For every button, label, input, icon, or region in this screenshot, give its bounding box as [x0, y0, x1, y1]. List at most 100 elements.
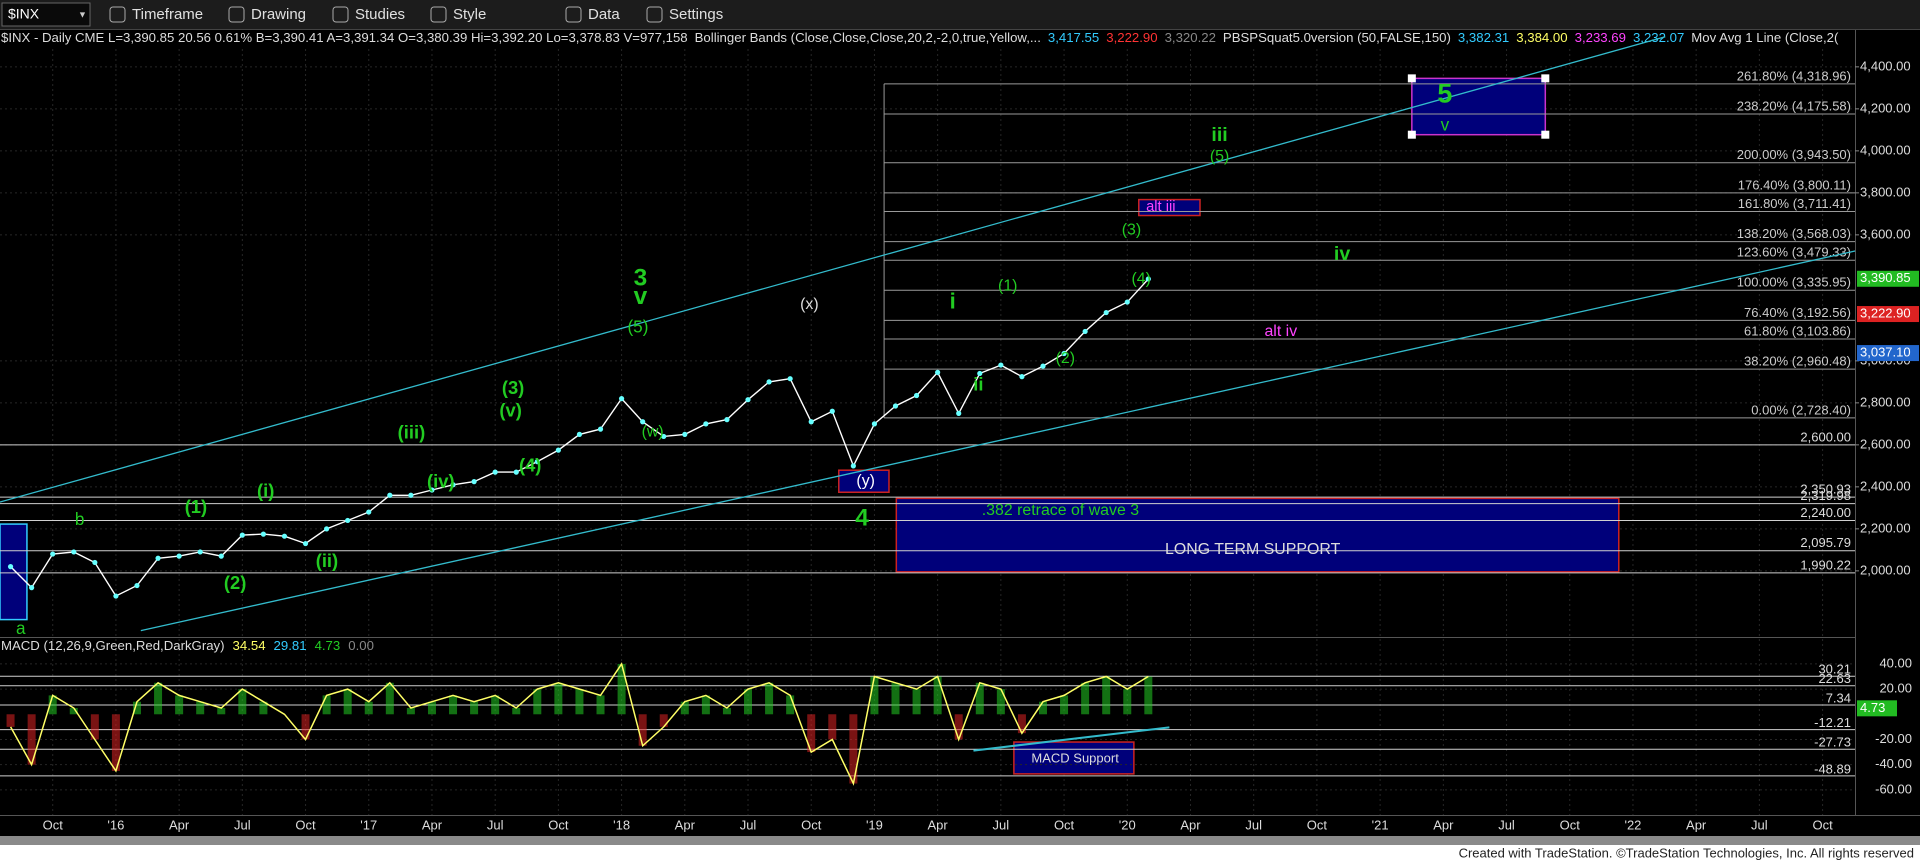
- x-tick-label: Jul: [1751, 817, 1768, 832]
- wave-label: LONG TERM SUPPORT: [1165, 541, 1341, 558]
- menu-item[interactable]: Data: [588, 6, 620, 23]
- wave-label: (2): [224, 572, 246, 593]
- y-tick-label: 2,600.00: [1860, 436, 1911, 451]
- menu-icon[interactable]: [332, 6, 349, 23]
- macd-bar: [638, 714, 647, 746]
- macd-bar: [659, 714, 668, 727]
- menu-item[interactable]: Style: [453, 6, 486, 23]
- price-tag-label: 3,222.90: [1860, 305, 1911, 320]
- y-tick-label: 4,200.00: [1860, 100, 1911, 115]
- macd-bar: [575, 689, 584, 715]
- price-dot: [155, 555, 161, 561]
- price-tag: [1857, 345, 1919, 362]
- macd-tag: [1857, 700, 1897, 717]
- macd-bar: [111, 714, 120, 771]
- price-dot: [998, 362, 1004, 368]
- channel-upper: [0, 36, 1666, 503]
- price-dot: [281, 533, 288, 539]
- handle: [1541, 130, 1550, 139]
- wave-label: (1): [185, 496, 207, 517]
- macd-bar: [912, 689, 921, 715]
- macd-level-label: -27.73: [1814, 735, 1851, 750]
- wave-label: (3): [1122, 221, 1141, 238]
- price-dot: [555, 447, 561, 453]
- support-label: 2,240.00: [1800, 505, 1851, 520]
- price-dot: [871, 421, 878, 427]
- macd-bar: [512, 707, 521, 715]
- price-dot: [429, 487, 435, 493]
- macd-title: MACD (12,26,9,Green,Red,DarkGray) 34.54 29…: [1, 638, 374, 653]
- price-dot: [892, 403, 899, 409]
- support-label: 2,350.93: [1800, 482, 1851, 497]
- header-part: 3,222.90: [1106, 30, 1157, 45]
- x-tick-label: Jul: [487, 817, 504, 832]
- wave-label: .382 retrace of wave 3: [982, 502, 1140, 519]
- macd-bar: [427, 701, 436, 715]
- menu-item[interactable]: Studies: [355, 6, 405, 23]
- macd-readout: 29.81: [274, 638, 307, 653]
- fib-label: 238.20% (4,175.58): [1737, 98, 1851, 113]
- header-part: PBSPSquat5.0version (50,FALSE,150): [1223, 30, 1451, 45]
- wave5-target: [1411, 77, 1547, 136]
- price-dot: [1082, 328, 1088, 335]
- menu-item[interactable]: Settings: [669, 6, 723, 23]
- menu-icon[interactable]: [646, 6, 663, 23]
- macd-tick-label: 40.00: [1879, 655, 1912, 670]
- price-dot: [850, 463, 856, 469]
- x-tick-label: '20: [1119, 817, 1136, 832]
- price-tag: [1857, 270, 1919, 287]
- price-dot: [1061, 350, 1067, 357]
- y-tick-label: 3,600.00: [1860, 226, 1911, 241]
- x-tick-label: Oct: [548, 817, 569, 832]
- symbol-box[interactable]: [1, 2, 91, 27]
- y-tick-label: 4,400.00: [1860, 58, 1911, 73]
- price-dot: [50, 551, 56, 557]
- macd-support-box: [1013, 741, 1135, 775]
- macd-bar: [1038, 701, 1047, 715]
- symbol[interactable]: $INX: [8, 6, 40, 22]
- support-zone: [895, 497, 1620, 573]
- macd-tick-label: -60.00: [1875, 781, 1912, 796]
- x-tick-label: Oct: [43, 817, 64, 832]
- menu-icon[interactable]: [109, 6, 126, 23]
- macd-bar: [680, 701, 689, 715]
- x-tick-label: '22: [1624, 817, 1641, 832]
- price-dot: [7, 564, 14, 570]
- x-tick-label: Apr: [422, 817, 443, 832]
- wave-label: alt iii: [1146, 199, 1175, 215]
- macd-bar: [27, 714, 36, 765]
- macd-bar: [238, 689, 247, 715]
- wave-label: iv: [1334, 243, 1350, 265]
- x-axis-border: [0, 815, 1920, 816]
- x-tick-label: Apr: [675, 817, 696, 832]
- x-tick-label: Jul: [234, 817, 251, 832]
- fib-label: 176.40% (3,800.11): [1738, 177, 1851, 192]
- menu-item[interactable]: Drawing: [251, 6, 306, 23]
- macd-bar: [1123, 689, 1132, 715]
- price-dot: [92, 559, 98, 566]
- scrollbar[interactable]: [0, 836, 1920, 845]
- x-tick-label: Oct: [1560, 817, 1581, 832]
- macd-bar: [470, 701, 479, 715]
- fib-label: 38.20% (2,960.48): [1744, 354, 1851, 369]
- price-dot: [956, 410, 962, 416]
- wave-label: (iv): [427, 470, 455, 491]
- dropdown-arrow[interactable]: ▼: [78, 9, 87, 19]
- menu-icon[interactable]: [565, 6, 582, 23]
- macd-bar: [449, 695, 458, 715]
- x-tick-label: '19: [866, 817, 883, 832]
- menu-icon[interactable]: [430, 6, 447, 23]
- menu-item[interactable]: Timeframe: [132, 6, 203, 23]
- wave-label: (x): [800, 296, 819, 313]
- y-tick-label: 2,200.00: [1860, 520, 1911, 535]
- macd-bar: [870, 676, 879, 715]
- macd-bar: [744, 689, 753, 715]
- header-part: 3,382.31: [1458, 30, 1509, 45]
- menu-icon[interactable]: [228, 6, 245, 23]
- wave-label: (4): [1131, 270, 1150, 287]
- price-dot: [808, 419, 814, 425]
- wave-label: v: [634, 283, 648, 310]
- macd-bar: [343, 689, 352, 715]
- macd-line: [9, 662, 1149, 786]
